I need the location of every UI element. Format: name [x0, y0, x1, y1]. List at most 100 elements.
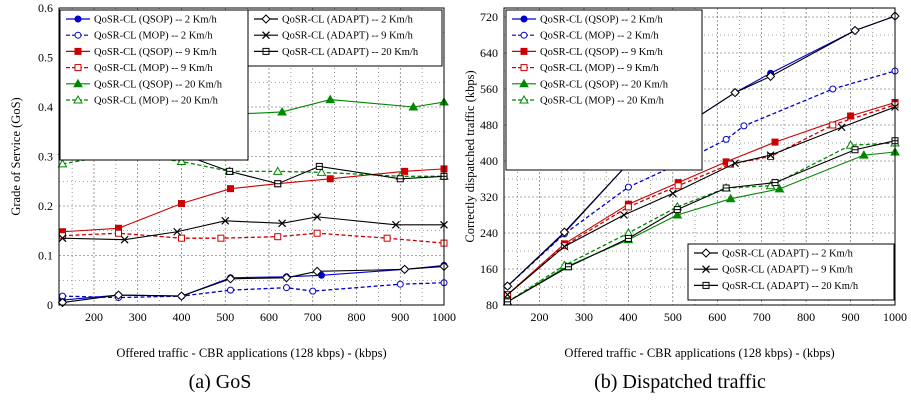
data-point: [851, 146, 859, 154]
data-point: [278, 219, 287, 228]
data-point: [503, 290, 512, 299]
data-point-shape: [401, 167, 409, 175]
data-point-shape: [850, 25, 860, 36]
data-point: [176, 291, 187, 301]
legend-box: [247, 9, 443, 67]
legend-swatch-marker-shape: [74, 31, 82, 39]
data-point-shape: [672, 209, 683, 219]
data-point-shape: [272, 166, 283, 175]
data-point: [57, 158, 68, 168]
y-tick-label: 400: [480, 154, 498, 168]
data-point: [859, 150, 869, 159]
legend-label: QoSR-CL (QSOP) -- 9 Km/h: [540, 47, 663, 58]
data-point: [313, 212, 322, 221]
legend-swatch-marker-shape: [520, 15, 528, 23]
data-point-shape: [325, 94, 336, 104]
x-tick-label: 300: [129, 310, 147, 324]
data-point-shape: [396, 280, 404, 288]
data-point: [176, 156, 187, 165]
data-point-shape: [731, 159, 739, 168]
series-8: [504, 137, 899, 306]
series-line: [507, 101, 896, 296]
y-tick-label: 0.2: [38, 199, 53, 213]
legend-swatch-marker: [701, 248, 711, 258]
legend-swatch-marker: [702, 265, 710, 274]
data-point-shape: [277, 106, 287, 116]
data-point: [765, 71, 776, 82]
data-point-shape: [740, 122, 748, 130]
data-point: [740, 122, 748, 130]
data-point: [771, 179, 779, 187]
data-point-shape: [58, 234, 67, 243]
data-point-shape: [217, 234, 225, 242]
data-point: [564, 263, 572, 271]
legend-entry: QoSR-CL (QSOP) -- 2 Km/h: [66, 15, 217, 26]
data-point-shape: [502, 281, 513, 291]
legend-label: QoSR-CL (ADAPT) -- 2 Km/h: [282, 15, 414, 26]
legend-entry: QoSR-CL (MOP) -- 2 Km/h: [66, 31, 213, 42]
data-point: [227, 185, 234, 193]
data-point: [620, 211, 628, 219]
x-axis-label: Offered traffic - CBR applications (128 …: [116, 346, 386, 360]
data-point: [396, 175, 404, 183]
series-line: [507, 70, 896, 287]
data-point: [559, 227, 570, 237]
legend-1: QoSR-CL (ADAPT) -- 2 Km/h QoSR-CL (ADAPT)…: [247, 9, 443, 67]
series-line: [507, 140, 896, 303]
caption-gos: (a) GoS: [189, 371, 252, 393]
data-point-shape: [560, 242, 569, 251]
legend-0: QoSR-CL (QSOP) -- 2 Km/h QoSR-CL (MOP) --…: [59, 9, 249, 161]
data-point: [281, 273, 292, 283]
data-point-shape: [313, 229, 321, 237]
data-point: [272, 166, 283, 175]
y-tick-label: 560: [480, 82, 498, 96]
data-point-shape: [283, 284, 290, 292]
data-point-shape: [176, 156, 187, 165]
legend-label: QoSR-CL (ADAPT) -- 20 Km/h: [722, 281, 859, 292]
x-axis-label: Offered traffic - CBR applications (128 …: [564, 346, 834, 360]
legend-label: QoSR-CL (QSOP) -- 9 Km/h: [94, 47, 217, 58]
data-point-shape: [391, 220, 400, 229]
legend-label: QoSR-CL (MOP) -- 9 Km/h: [540, 63, 659, 74]
y-tick-label: 0: [47, 298, 53, 312]
legend-swatch-marker-shape: [74, 15, 82, 23]
data-point: [624, 234, 632, 242]
series-line: [62, 265, 445, 304]
data-point: [730, 87, 740, 98]
legend-label: QoSR-CL (QSOP) -- 2 Km/h: [94, 15, 217, 26]
legend-entry: QoSR-CL (ADAPT) -- 20 Km/h: [254, 47, 419, 58]
legend-entry: QoSR-CL (MOP) -- 9 Km/h: [512, 63, 659, 74]
data-point: [325, 94, 336, 104]
legend-swatch-marker: [261, 14, 271, 24]
data-point: [829, 121, 837, 129]
data-point: [277, 106, 287, 116]
legend-swatch-marker-shape: [73, 94, 83, 104]
data-point-shape: [560, 242, 568, 250]
legend-swatch-marker-shape: [519, 94, 529, 104]
legend-entry: QoSR-CL (MOP) -- 2 Km/h: [512, 31, 659, 42]
data-point-shape: [559, 227, 570, 237]
y-tick-label: 0.4: [38, 100, 53, 114]
legend-box: [59, 9, 249, 161]
legend-entry: QoSR-CL (MOP) -- 20 Km/h: [66, 94, 219, 107]
data-point: [391, 220, 400, 229]
legend-swatch-marker: [74, 31, 82, 39]
data-point: [829, 85, 837, 93]
legend-swatch-marker: [519, 94, 529, 104]
x-tick-label: 1000: [432, 310, 456, 324]
data-point: [725, 193, 736, 203]
data-point-shape: [316, 167, 327, 176]
data-point: [115, 229, 122, 237]
data-point-shape: [274, 233, 282, 241]
data-point: [383, 234, 391, 242]
series-line: [507, 15, 896, 287]
legend-swatch-marker: [262, 31, 270, 40]
data-point-shape: [620, 211, 628, 219]
x-tick-label: 500: [664, 310, 682, 324]
x-tick-label: 200: [85, 310, 103, 324]
data-point-shape: [318, 271, 325, 279]
data-point-shape: [326, 175, 334, 183]
x-tick-label: 700: [304, 310, 322, 324]
data-point: [722, 184, 730, 192]
legend-entry: QoSR-CL (ADAPT) -- 2 Km/h: [254, 14, 414, 26]
